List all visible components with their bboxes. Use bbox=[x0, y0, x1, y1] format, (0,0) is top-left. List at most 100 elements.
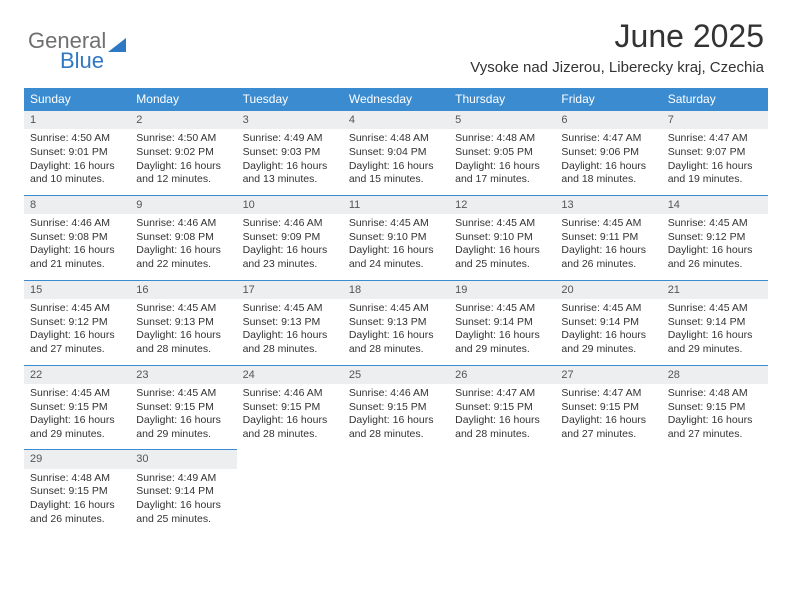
weekday-header: Saturday bbox=[662, 88, 768, 110]
sunset-line: Sunset: 9:15 PM bbox=[561, 401, 655, 415]
calendar-day-cell: 11Sunrise: 4:45 AMSunset: 9:10 PMDayligh… bbox=[343, 195, 449, 280]
daylight-line: Daylight: 16 hours and 29 minutes. bbox=[561, 329, 655, 356]
calendar-day-cell: 21Sunrise: 4:45 AMSunset: 9:14 PMDayligh… bbox=[662, 280, 768, 365]
day-details: Sunrise: 4:45 AMSunset: 9:10 PMDaylight:… bbox=[343, 214, 449, 280]
calendar-day-cell: 7Sunrise: 4:47 AMSunset: 9:07 PMDaylight… bbox=[662, 110, 768, 195]
daylight-line: Daylight: 16 hours and 19 minutes. bbox=[668, 160, 762, 187]
sunrise-line: Sunrise: 4:45 AM bbox=[136, 302, 230, 316]
day-details: Sunrise: 4:46 AMSunset: 9:08 PMDaylight:… bbox=[130, 214, 236, 280]
daylight-line: Daylight: 16 hours and 25 minutes. bbox=[136, 499, 230, 526]
daylight-line: Daylight: 16 hours and 27 minutes. bbox=[30, 329, 124, 356]
day-details: Sunrise: 4:45 AMSunset: 9:10 PMDaylight:… bbox=[449, 214, 555, 280]
day-number: 25 bbox=[343, 365, 449, 384]
sunset-line: Sunset: 9:13 PM bbox=[349, 316, 443, 330]
calendar-day-cell: 3Sunrise: 4:49 AMSunset: 9:03 PMDaylight… bbox=[237, 110, 343, 195]
daylight-line: Daylight: 16 hours and 28 minutes. bbox=[136, 329, 230, 356]
calendar-week-row: 22Sunrise: 4:45 AMSunset: 9:15 PMDayligh… bbox=[24, 365, 768, 450]
calendar-day-cell: 22Sunrise: 4:45 AMSunset: 9:15 PMDayligh… bbox=[24, 365, 130, 450]
day-number: 19 bbox=[449, 280, 555, 299]
day-details: Sunrise: 4:47 AMSunset: 9:15 PMDaylight:… bbox=[555, 384, 661, 450]
day-details: Sunrise: 4:46 AMSunset: 9:15 PMDaylight:… bbox=[237, 384, 343, 450]
calendar-day-cell: 30Sunrise: 4:49 AMSunset: 9:14 PMDayligh… bbox=[130, 449, 236, 534]
daylight-line: Daylight: 16 hours and 21 minutes. bbox=[30, 244, 124, 271]
calendar-day-cell bbox=[343, 449, 449, 534]
calendar-week-row: 8Sunrise: 4:46 AMSunset: 9:08 PMDaylight… bbox=[24, 195, 768, 280]
sunrise-line: Sunrise: 4:47 AM bbox=[561, 132, 655, 146]
month-title: June 2025 bbox=[470, 18, 764, 55]
calendar-day-cell: 4Sunrise: 4:48 AMSunset: 9:04 PMDaylight… bbox=[343, 110, 449, 195]
calendar-week-row: 1Sunrise: 4:50 AMSunset: 9:01 PMDaylight… bbox=[24, 110, 768, 195]
day-details: Sunrise: 4:45 AMSunset: 9:13 PMDaylight:… bbox=[237, 299, 343, 365]
page-header: General Blue June 2025 Vysoke nad Jizero… bbox=[0, 0, 792, 82]
day-number: 2 bbox=[130, 110, 236, 129]
day-number: 28 bbox=[662, 365, 768, 384]
logo-arrow-icon bbox=[108, 36, 130, 54]
daylight-line: Daylight: 16 hours and 13 minutes. bbox=[243, 160, 337, 187]
sunset-line: Sunset: 9:02 PM bbox=[136, 146, 230, 160]
sunset-line: Sunset: 9:13 PM bbox=[243, 316, 337, 330]
daylight-line: Daylight: 16 hours and 27 minutes. bbox=[561, 414, 655, 441]
daylight-line: Daylight: 16 hours and 28 minutes. bbox=[243, 329, 337, 356]
calendar-day-cell bbox=[662, 449, 768, 534]
day-details: Sunrise: 4:45 AMSunset: 9:15 PMDaylight:… bbox=[130, 384, 236, 450]
day-number: 11 bbox=[343, 195, 449, 214]
daylight-line: Daylight: 16 hours and 26 minutes. bbox=[561, 244, 655, 271]
sunset-line: Sunset: 9:13 PM bbox=[136, 316, 230, 330]
sunrise-line: Sunrise: 4:48 AM bbox=[349, 132, 443, 146]
logo-text-blue: Blue bbox=[60, 48, 104, 74]
daylight-line: Daylight: 16 hours and 28 minutes. bbox=[349, 414, 443, 441]
day-details: Sunrise: 4:45 AMSunset: 9:13 PMDaylight:… bbox=[130, 299, 236, 365]
daylight-line: Daylight: 16 hours and 29 minutes. bbox=[30, 414, 124, 441]
day-number: 30 bbox=[130, 449, 236, 468]
daylight-line: Daylight: 16 hours and 15 minutes. bbox=[349, 160, 443, 187]
daylight-line: Daylight: 16 hours and 10 minutes. bbox=[30, 160, 124, 187]
sunset-line: Sunset: 9:08 PM bbox=[136, 231, 230, 245]
sunrise-line: Sunrise: 4:45 AM bbox=[455, 217, 549, 231]
sunset-line: Sunset: 9:15 PM bbox=[136, 401, 230, 415]
sunrise-line: Sunrise: 4:46 AM bbox=[136, 217, 230, 231]
day-number: 24 bbox=[237, 365, 343, 384]
day-number: 13 bbox=[555, 195, 661, 214]
sunrise-line: Sunrise: 4:45 AM bbox=[136, 387, 230, 401]
day-number: 29 bbox=[24, 449, 130, 468]
day-number: 17 bbox=[237, 280, 343, 299]
sunrise-line: Sunrise: 4:48 AM bbox=[455, 132, 549, 146]
sunset-line: Sunset: 9:05 PM bbox=[455, 146, 549, 160]
sunset-line: Sunset: 9:12 PM bbox=[668, 231, 762, 245]
sunrise-line: Sunrise: 4:45 AM bbox=[561, 302, 655, 316]
daylight-line: Daylight: 16 hours and 24 minutes. bbox=[349, 244, 443, 271]
calendar-body: 1Sunrise: 4:50 AMSunset: 9:01 PMDaylight… bbox=[24, 110, 768, 534]
calendar-day-cell: 13Sunrise: 4:45 AMSunset: 9:11 PMDayligh… bbox=[555, 195, 661, 280]
sunset-line: Sunset: 9:08 PM bbox=[30, 231, 124, 245]
day-number: 18 bbox=[343, 280, 449, 299]
day-number: 7 bbox=[662, 110, 768, 129]
sunset-line: Sunset: 9:10 PM bbox=[349, 231, 443, 245]
weekday-header: Thursday bbox=[449, 88, 555, 110]
day-number: 12 bbox=[449, 195, 555, 214]
sunrise-line: Sunrise: 4:45 AM bbox=[561, 217, 655, 231]
weekday-header: Wednesday bbox=[343, 88, 449, 110]
daylight-line: Daylight: 16 hours and 26 minutes. bbox=[668, 244, 762, 271]
sunrise-line: Sunrise: 4:45 AM bbox=[668, 302, 762, 316]
day-details: Sunrise: 4:47 AMSunset: 9:15 PMDaylight:… bbox=[449, 384, 555, 450]
sunset-line: Sunset: 9:12 PM bbox=[30, 316, 124, 330]
sunset-line: Sunset: 9:14 PM bbox=[136, 485, 230, 499]
sunset-line: Sunset: 9:15 PM bbox=[668, 401, 762, 415]
calendar-day-cell: 24Sunrise: 4:46 AMSunset: 9:15 PMDayligh… bbox=[237, 365, 343, 450]
sunrise-line: Sunrise: 4:45 AM bbox=[455, 302, 549, 316]
sunset-line: Sunset: 9:07 PM bbox=[668, 146, 762, 160]
day-number: 10 bbox=[237, 195, 343, 214]
sunrise-line: Sunrise: 4:45 AM bbox=[30, 302, 124, 316]
calendar-day-cell: 29Sunrise: 4:48 AMSunset: 9:15 PMDayligh… bbox=[24, 449, 130, 534]
sunrise-line: Sunrise: 4:49 AM bbox=[136, 472, 230, 486]
calendar-day-cell: 17Sunrise: 4:45 AMSunset: 9:13 PMDayligh… bbox=[237, 280, 343, 365]
day-number: 15 bbox=[24, 280, 130, 299]
day-details: Sunrise: 4:49 AMSunset: 9:14 PMDaylight:… bbox=[130, 469, 236, 535]
day-number: 16 bbox=[130, 280, 236, 299]
sunset-line: Sunset: 9:15 PM bbox=[30, 485, 124, 499]
sunset-line: Sunset: 9:10 PM bbox=[455, 231, 549, 245]
calendar-day-cell: 16Sunrise: 4:45 AMSunset: 9:13 PMDayligh… bbox=[130, 280, 236, 365]
calendar-day-cell: 12Sunrise: 4:45 AMSunset: 9:10 PMDayligh… bbox=[449, 195, 555, 280]
sunset-line: Sunset: 9:15 PM bbox=[349, 401, 443, 415]
calendar-day-cell bbox=[555, 449, 661, 534]
